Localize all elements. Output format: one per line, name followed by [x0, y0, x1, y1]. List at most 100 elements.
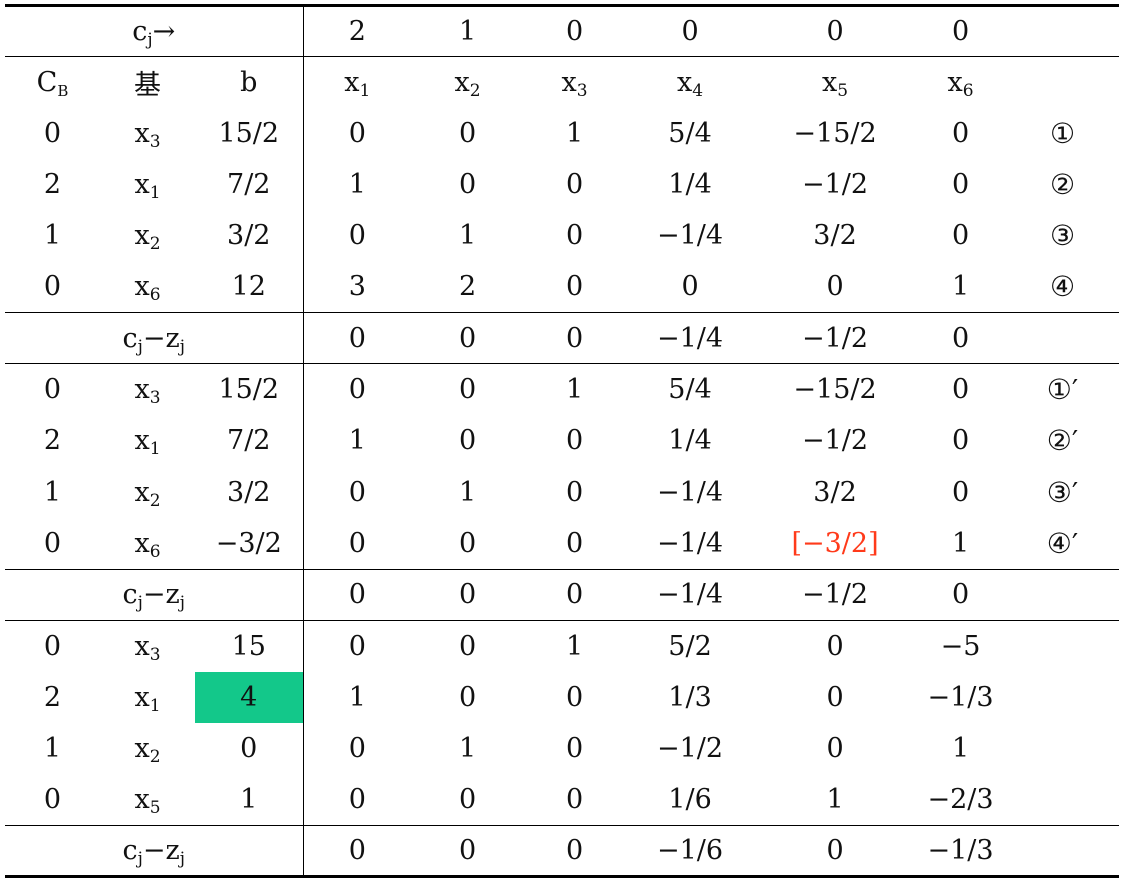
coefficient-x6: 1 [915, 517, 1007, 570]
coefficient-x5: 0 [826, 681, 844, 713]
col-header-cb-base: C [36, 66, 58, 98]
basis-variable-base: x [134, 527, 150, 559]
reduced-cost-x5: −1/2 [755, 312, 916, 365]
coefficient-x2: 0 [411, 774, 525, 827]
basis-variable-subscript: 3 [149, 644, 161, 665]
label-sub-j: j [137, 336, 143, 357]
constraint-row: 0 x5 1 0 0 0 1/6 1 −2/3 [5, 774, 1120, 827]
marker-blank [1006, 774, 1120, 827]
row-marker: ①′ [1046, 373, 1079, 407]
basis-variable-subscript: 6 [149, 285, 161, 306]
basis-variable-base: x [134, 374, 150, 406]
col-header-x5-base: x [822, 66, 838, 98]
coefficient-x2: 0 [458, 425, 477, 457]
reduced-cost-x4: −1/4 [625, 569, 756, 621]
basis-variable-base: x [134, 271, 150, 303]
col-header-x4: x4 [625, 57, 755, 108]
basis-variable-subscript: 3 [149, 388, 161, 409]
b-value: 3/2 [195, 466, 304, 518]
basis-variable-base: x [134, 681, 150, 713]
cb-value: 0 [43, 374, 62, 406]
cb-value: 2 [43, 425, 62, 457]
col-header-x6-subscript: 6 [962, 80, 974, 101]
basis-variable-base: x [134, 168, 150, 200]
col-header-x4-subscript: 4 [692, 80, 704, 101]
coefficient-x4: 1/4 [668, 425, 712, 457]
cb-value: 0 [5, 774, 100, 827]
row-marker: ③ [1049, 219, 1076, 253]
reduced-cost-x3: 0 [524, 825, 626, 878]
reduced-cost-x6: 0 [915, 569, 1007, 621]
basis-variable-subscript: 2 [149, 747, 161, 768]
basis-variable: x3 [100, 364, 195, 415]
coefficient-x3: 0 [565, 168, 584, 200]
basis-variable-subscript: 6 [149, 541, 161, 562]
coefficient-x1: 0 [303, 774, 412, 827]
cb-value: 2 [43, 681, 62, 713]
constraint-row: 0 x6 12 3 2 0 0 0 1 ④ [5, 261, 1120, 314]
reduced-cost-x3: 0 [524, 569, 626, 621]
cj-header-row: cj→ 2 1 0 0 0 0 [5, 4, 1120, 57]
basis-variable-base: x [134, 220, 150, 252]
row-marker: ④′ [1006, 517, 1120, 570]
coefficient-x4: −1/4 [656, 476, 724, 508]
label-c: c [122, 579, 138, 611]
reduced-cost-x2: 0 [411, 312, 525, 365]
basis-variable-subscript: 5 [149, 798, 161, 819]
constraint-row: 0 x6 −3/2 0 0 0 −1/4 [−3/2] 1 ④′ [5, 517, 1120, 570]
basis-variable: x1 [100, 672, 195, 723]
coefficient-x1: 0 [348, 733, 366, 765]
constraint-row: 2 x1 7/2 1 0 0 1/4 −1/2 0 ② [5, 158, 1119, 211]
coefficient-x6: 0 [951, 117, 970, 149]
basis-variable: x1 [100, 159, 195, 210]
reduced-cost-x1: 0 [303, 569, 412, 621]
reduced-cost-x1: 0 [303, 825, 412, 878]
cb-value: 0 [43, 630, 62, 662]
label-z: z [165, 835, 180, 867]
constraint-row: 2 x1 4 1 0 0 1/3 0 −1/3 [5, 671, 1119, 724]
reduced-cost-x5: 0 [755, 825, 916, 878]
label-z: z [165, 322, 180, 354]
row-marker: ① [1049, 116, 1076, 150]
reduced-cost-x4: −1/4 [625, 312, 756, 365]
coefficient-x4: 5/4 [668, 117, 712, 149]
label-z: z [165, 579, 180, 611]
b-value: 12 [195, 261, 304, 314]
basis-variable: x2 [100, 467, 195, 518]
marker-blank [1006, 672, 1119, 723]
coefficient-x6: −2/3 [915, 774, 1007, 827]
cj-value-x5: 0 [755, 4, 916, 57]
col-header-x5: x5 [755, 57, 915, 108]
reduced-cost-x2: 0 [411, 569, 525, 621]
coefficient-x4: −1/2 [656, 733, 724, 765]
coefficient-x4: 1/4 [668, 168, 712, 200]
col-header-basis: 基 [134, 69, 161, 101]
coefficient-x5: 1 [755, 774, 916, 827]
coefficient-x2: 0 [458, 681, 477, 713]
coefficient-x1: 1 [348, 168, 366, 200]
label-sub-j2: j [179, 593, 186, 614]
coefficient-x1: 0 [348, 374, 366, 406]
marker-blank [1006, 569, 1120, 621]
basis-variable: x5 [100, 774, 195, 827]
row-marker: ④ [1006, 261, 1120, 314]
coefficient-x5: 0 [755, 261, 916, 314]
coefficient-x6: 0 [951, 476, 970, 508]
label-minus: − [142, 579, 166, 611]
coefficient-x6: 0 [951, 374, 970, 406]
cb-value: 0 [43, 117, 62, 149]
constraint-row: 0 x3 15/2 0 0 1 5/4 −15/2 0 ① [5, 107, 1119, 159]
coefficient-x3: 0 [524, 517, 626, 570]
label-sub-j2: j [179, 849, 186, 870]
basis-variable-base: x [134, 476, 150, 508]
basis-variable: x2 [100, 210, 195, 261]
coefficient-x3: 0 [565, 733, 584, 765]
label-sub-j2: j [179, 336, 186, 357]
basis-variable: x2 [100, 723, 195, 774]
reduced-cost-x4: −1/6 [625, 825, 756, 878]
coefficient-x6: −5 [940, 630, 981, 662]
constraint-row: 0 x3 15 0 0 1 5/2 0 −5 [5, 620, 1119, 672]
coefficient-x1: 0 [303, 517, 412, 570]
cj-value-x3: 0 [524, 4, 626, 57]
coefficient-x4: 5/2 [668, 630, 712, 662]
